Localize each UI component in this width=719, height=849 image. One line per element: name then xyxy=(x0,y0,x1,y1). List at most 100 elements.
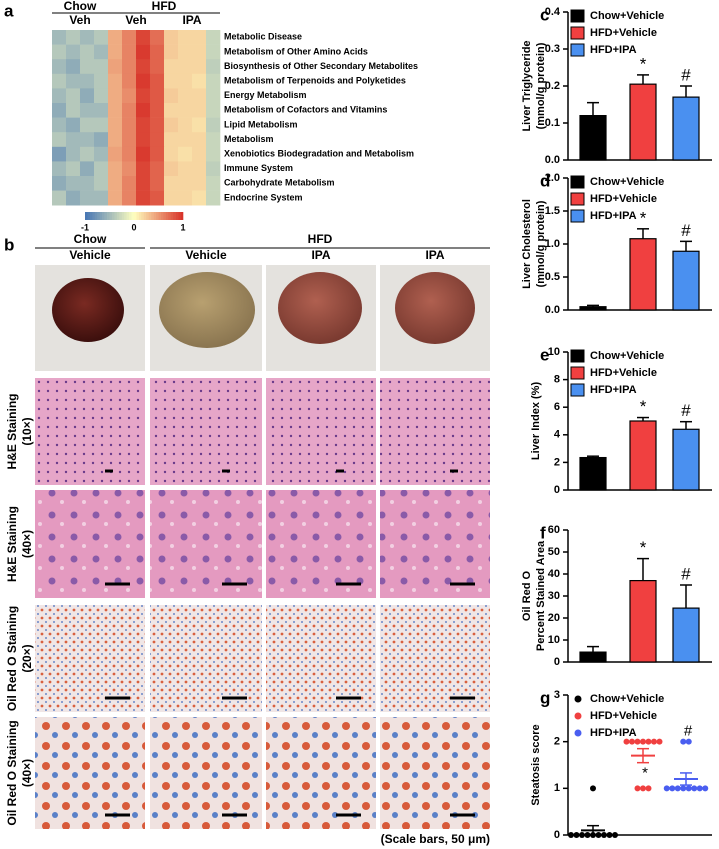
dot xyxy=(696,785,703,792)
heatmap-cell xyxy=(192,176,207,191)
heatmap-cell xyxy=(122,88,137,104)
bar xyxy=(672,607,700,663)
heatmap-cell xyxy=(150,59,165,75)
heatmap-cell xyxy=(164,146,179,162)
heatmap-cell xyxy=(206,73,221,89)
heatmap-cell xyxy=(164,88,179,104)
dot xyxy=(680,738,687,745)
y-axis-label: Liver Cholesterol xyxy=(521,199,533,289)
colorbar-step xyxy=(114,212,118,220)
heatmap-cell xyxy=(80,176,95,191)
legend-swatch xyxy=(574,695,582,703)
colorbar-step xyxy=(126,212,130,220)
legend-swatch xyxy=(574,729,582,737)
colorbar-step xyxy=(180,212,184,220)
bar xyxy=(672,96,700,161)
significance-marker: # xyxy=(684,723,693,740)
heatmap-cell xyxy=(80,161,95,177)
heatmap-cell xyxy=(192,59,207,75)
heatmap-cell xyxy=(164,117,179,133)
legend-label: HFD+Vehicle xyxy=(590,710,657,722)
heatmap-cell xyxy=(108,88,123,104)
subgroup-header: Veh xyxy=(125,13,146,27)
colorbar-step xyxy=(165,212,169,220)
colorbar-step xyxy=(153,212,157,220)
heatmap-cell xyxy=(94,88,109,104)
micrograph xyxy=(150,378,262,485)
y-tick-label: 0.0 xyxy=(545,154,560,166)
bar xyxy=(629,238,657,311)
heatmap-cell xyxy=(150,176,165,191)
heatmap-cell xyxy=(150,146,165,162)
colorbar-step xyxy=(175,212,179,220)
micrograph xyxy=(266,717,376,829)
dot xyxy=(680,785,687,792)
heatmap-cell xyxy=(136,59,151,75)
legend-label: HFD+Vehicle xyxy=(590,367,657,379)
legend-label: HFD+IPA xyxy=(590,210,637,222)
colorbar-step xyxy=(119,212,123,220)
heatmap-cell xyxy=(178,73,193,89)
heatmap-cell xyxy=(108,132,123,148)
dot xyxy=(645,738,652,745)
heatmap-cell xyxy=(52,59,67,75)
y-tick-label: 0.2 xyxy=(545,80,560,92)
heatmap-cell xyxy=(136,176,151,191)
scale-note: (Scale bars, 50 μm) xyxy=(381,832,490,846)
colorbar-step xyxy=(163,212,167,220)
colorbar-step xyxy=(87,212,91,220)
dot xyxy=(634,785,641,792)
heatmap-cell xyxy=(192,146,207,162)
heatmap-cell xyxy=(192,103,207,118)
heatmap-cell xyxy=(150,73,165,89)
micrograph xyxy=(380,717,490,829)
row-label: Xenobiotics Biodegradation and Metabolis… xyxy=(224,148,414,158)
heatmap-cell xyxy=(136,146,151,162)
heatmap-cell xyxy=(136,44,151,60)
colorbar-step xyxy=(158,212,162,220)
colorbar-step xyxy=(136,212,140,220)
colorbar-step xyxy=(111,212,115,220)
y-tick-label: 30 xyxy=(548,590,560,602)
heatmap-cell xyxy=(136,117,151,133)
heatmap-cell xyxy=(206,146,221,162)
subgroup-header: IPA xyxy=(182,13,201,27)
heatmap-cell xyxy=(164,161,179,177)
heatmap-cell xyxy=(178,88,193,104)
y-tick-label: 2 xyxy=(554,456,560,468)
heatmap-cell xyxy=(80,190,95,206)
column-header: IPA xyxy=(311,248,330,262)
heatmap-cell xyxy=(66,190,81,206)
heatmap-cell xyxy=(178,190,193,206)
legend-label: HFD+IPA xyxy=(590,384,637,396)
colorbar-step xyxy=(143,212,147,220)
heatmap-cell xyxy=(178,44,193,60)
heatmap-cell xyxy=(94,161,109,177)
column-header: IPA xyxy=(425,248,444,262)
panel-label: d xyxy=(540,171,550,190)
legend-label: HFD+Vehicle xyxy=(590,27,657,39)
row-label: Oil Red O Staining xyxy=(5,720,19,825)
y-tick-label: 2.0 xyxy=(545,172,560,184)
bar xyxy=(579,114,607,161)
y-tick-label: 2 xyxy=(554,736,560,748)
heatmap-cell xyxy=(52,117,67,133)
legend-swatch xyxy=(570,43,585,57)
y-tick-label: 0.1 xyxy=(545,117,560,129)
heatmap-cell xyxy=(66,44,81,60)
colorbar-tick-label: 0 xyxy=(131,222,136,232)
y-axis-label: (mmol/g protein) xyxy=(535,200,547,287)
heatmap-cell xyxy=(206,103,221,118)
colorbar-step xyxy=(178,212,181,220)
row-label: Metabolism of Terpenoids and Polyketides xyxy=(224,75,406,85)
dot xyxy=(568,832,574,838)
heatmap-cell xyxy=(108,146,123,162)
legend-label: Chow+Vehicle xyxy=(590,350,664,362)
heatmap-cell xyxy=(164,190,179,206)
heatmap-cell xyxy=(52,161,67,177)
heatmap-cell xyxy=(206,161,221,177)
micrograph xyxy=(266,605,376,712)
heatmap-cell xyxy=(136,73,151,89)
heatmap-cell xyxy=(206,132,221,148)
group-header: Chow xyxy=(64,0,97,13)
